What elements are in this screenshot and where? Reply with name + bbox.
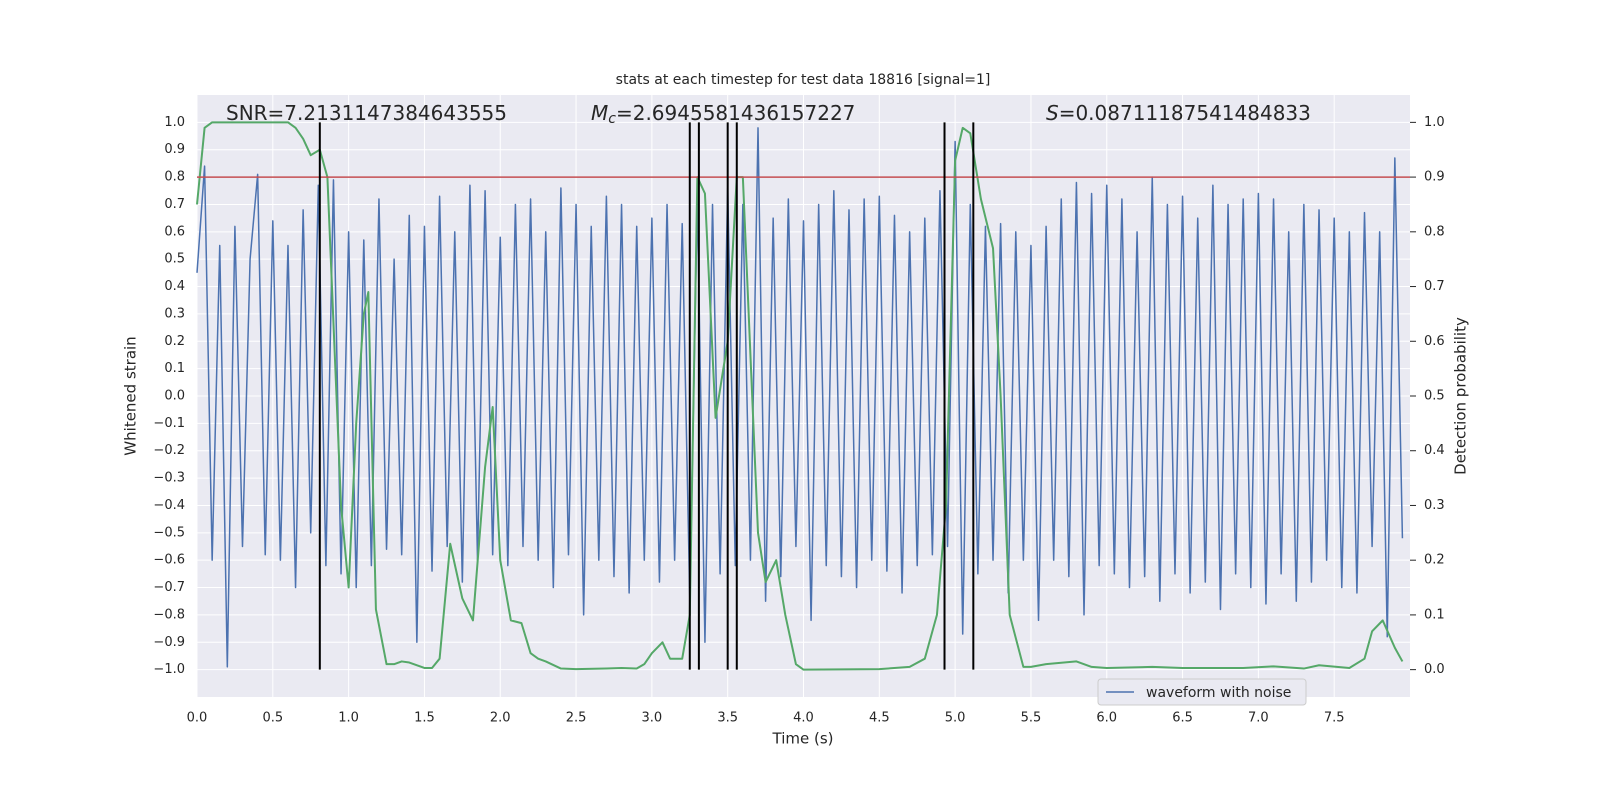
x-axis-label: Time (s) [772, 730, 834, 748]
annotation: S=0.08711187541484833 [1046, 101, 1311, 125]
y-tick-label: −0.3 [153, 471, 185, 486]
y-tick-label: 0.0 [164, 389, 185, 404]
annotation-text: =2.6945581436157227 [616, 101, 855, 125]
y2-tick-label: 0.4 [1424, 443, 1445, 458]
y-tick-label: −0.6 [153, 553, 185, 568]
x-tick-label: 5.5 [1021, 711, 1042, 726]
y2-tick-label: 1.0 [1424, 115, 1445, 130]
x-tick-label: 3.5 [717, 711, 738, 726]
y2-tick-label: 0.2 [1424, 553, 1445, 568]
y-tick-label: −0.1 [153, 416, 185, 431]
y-tick-label: −0.7 [153, 580, 185, 595]
y-tick-label: 0.9 [164, 142, 185, 157]
y-tick-label: 0.2 [164, 334, 185, 349]
x-tick-label: 1.0 [338, 711, 359, 726]
y2-tick-label: 0.6 [1424, 334, 1445, 349]
y-axis-label: Whitened strain [122, 336, 140, 455]
y-tick-label: 0.3 [164, 306, 185, 321]
chart-title: stats at each timestep for test data 188… [616, 72, 991, 88]
y-tick-label: 1.0 [164, 115, 185, 130]
annotation-text: =0.08711187541484833 [1059, 101, 1311, 125]
y-tick-label: −1.0 [153, 662, 185, 677]
y2-axis-label: Detection probability [1452, 317, 1470, 475]
x-tick-label: 0.0 [187, 711, 208, 726]
y-tick-label: −0.4 [153, 498, 185, 513]
annotation: Mc=2.6945581436157227 [591, 101, 855, 128]
x-tick-label: 2.0 [490, 711, 511, 726]
y2-tick-label: 0.9 [1424, 170, 1445, 185]
waveform-line [196, 127, 1404, 668]
x-tick-label: 4.0 [793, 711, 814, 726]
annotation-symbol: S [1046, 101, 1059, 125]
x-tick-label: 3.0 [642, 711, 663, 726]
x-tick-label: 7.0 [1248, 711, 1269, 726]
y-tick-label: −0.8 [153, 607, 185, 622]
x-tick-label: 4.5 [869, 711, 890, 726]
annotation: SNR=7.2131147384643555 [226, 101, 507, 125]
y-tick-label: 0.4 [164, 279, 185, 294]
y-tick-label: −0.2 [153, 443, 185, 458]
y-tick-label: 0.6 [164, 224, 185, 239]
y-tick-label: 0.8 [164, 170, 185, 185]
y-tick-label: 0.7 [164, 197, 185, 212]
y-tick-label: 0.5 [164, 252, 185, 267]
x-tick-label: 6.5 [1172, 711, 1193, 726]
probability-line [196, 121, 1404, 671]
annotation-text: SNR=7.2131147384643555 [226, 101, 507, 125]
x-tick-label: 1.5 [414, 711, 435, 726]
legend-box [1097, 678, 1307, 706]
y2-tick-label: 0.0 [1424, 662, 1445, 677]
annotation-subscript: c [608, 111, 616, 127]
y2-tick-label: 0.5 [1424, 389, 1445, 404]
x-tick-label: 7.5 [1324, 711, 1345, 726]
x-tick-label: 6.0 [1096, 711, 1117, 726]
annotation-symbol: M [591, 101, 608, 125]
x-tick-label: 5.0 [945, 711, 966, 726]
y2-tick-label: 0.3 [1424, 498, 1445, 513]
legend-label: waveform with noise [1146, 685, 1291, 701]
x-tick-label: 2.5 [566, 711, 587, 726]
y2-tick-label: 0.8 [1424, 224, 1445, 239]
y-tick-label: −0.9 [153, 635, 185, 650]
y-tick-label: −0.5 [153, 525, 185, 540]
y-tick-label: 0.1 [164, 361, 185, 376]
y2-tick-label: 0.1 [1424, 607, 1445, 622]
y2-tick-label: 0.7 [1424, 279, 1445, 294]
x-tick-label: 0.5 [262, 711, 283, 726]
